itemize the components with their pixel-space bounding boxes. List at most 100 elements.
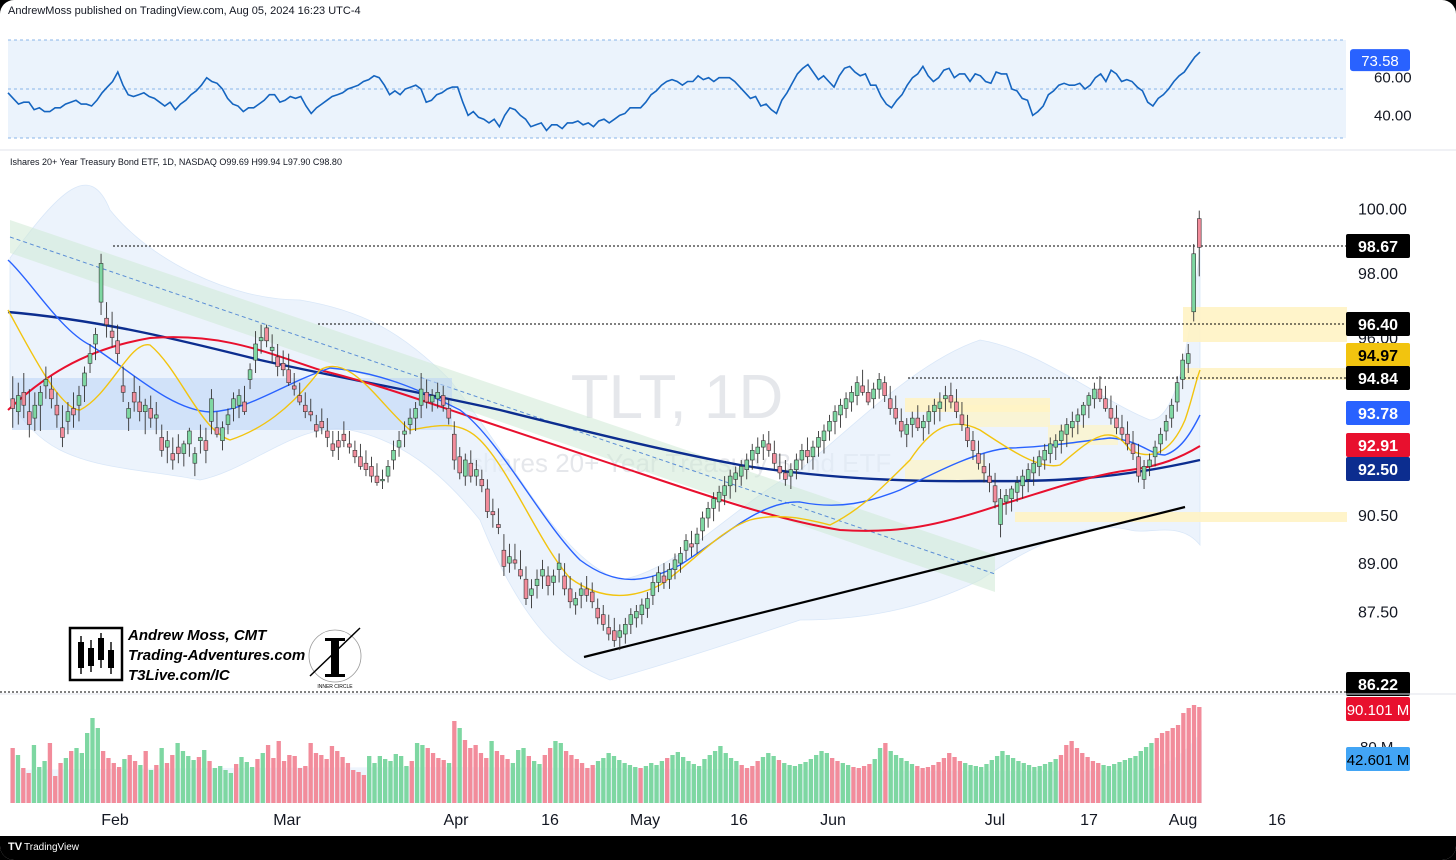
volume-bar <box>324 759 329 803</box>
volume-bar <box>377 756 382 803</box>
volume-bar <box>106 758 111 803</box>
candle-body <box>1180 359 1185 380</box>
candle-body <box>385 466 391 477</box>
candle-body <box>661 575 667 583</box>
sma-50-line <box>7 336 1201 532</box>
candle-body <box>943 395 948 400</box>
volume-bar <box>718 746 723 803</box>
candle-body <box>71 408 76 416</box>
volume-bar <box>606 753 611 803</box>
volume-bar <box>85 733 90 803</box>
volume-average-area <box>10 730 1202 803</box>
volume-bar <box>947 753 952 803</box>
volume-bar <box>452 721 457 803</box>
candle-body <box>645 598 650 609</box>
candle-body <box>501 549 507 567</box>
volume-bar <box>617 760 622 803</box>
volume-bar <box>425 748 430 803</box>
volume-bar <box>1138 751 1143 803</box>
volume-bar <box>771 756 776 803</box>
volume-bar <box>31 745 37 803</box>
candle-body <box>650 582 656 596</box>
volume-bar <box>984 764 989 803</box>
candle-body <box>16 395 21 412</box>
volume-bar <box>234 764 239 803</box>
candle-body <box>1174 382 1180 403</box>
volume-bar <box>292 756 297 803</box>
volume-bar <box>351 770 356 803</box>
candle-body <box>849 392 854 403</box>
volume-bar <box>308 743 313 803</box>
candle-body <box>286 369 291 383</box>
candle-body <box>518 569 523 577</box>
candle-body <box>485 488 490 512</box>
volume-bar <box>53 776 58 803</box>
volume-bar <box>569 755 574 803</box>
volume-bar <box>473 745 478 803</box>
candle-body <box>1158 433 1163 445</box>
candle-body <box>457 456 462 474</box>
volume-bar <box>1000 751 1005 803</box>
volume-bar <box>532 761 537 803</box>
candle-body <box>540 569 545 577</box>
candle-body <box>893 408 898 419</box>
price-tag-label: 86.22 <box>1358 677 1398 694</box>
volume-bar <box>1112 764 1117 803</box>
candle-body <box>363 462 369 470</box>
candle-body <box>628 614 634 625</box>
candle-body <box>750 450 755 461</box>
tradingview-wordmark[interactable]: TradingView <box>24 842 80 853</box>
candle-body <box>308 411 313 416</box>
candle-body <box>10 398 15 409</box>
volume-bar <box>265 745 271 803</box>
volume-bar <box>500 755 505 803</box>
candle-body <box>755 446 760 454</box>
volume-bar <box>1005 755 1010 803</box>
volume-bar <box>468 748 473 803</box>
volume-bar <box>239 757 244 803</box>
volume-bar <box>79 753 84 803</box>
candle-body <box>683 540 689 551</box>
demand-zone-aug <box>1015 512 1347 522</box>
volume-bar <box>553 741 558 803</box>
downtrend-midline <box>9 236 996 575</box>
volume-bar <box>835 761 840 803</box>
volume-bar <box>787 765 792 803</box>
volume-bar <box>393 754 398 803</box>
candle-body <box>562 575 567 590</box>
candle-body <box>860 385 865 393</box>
volume-bar <box>931 765 936 803</box>
volume-bar <box>867 764 872 803</box>
author-website[interactable]: Trading-Adventures.com <box>128 647 306 664</box>
volume-bar <box>579 763 585 803</box>
candle-body <box>358 456 363 467</box>
volume-bar <box>1026 765 1032 803</box>
candle-body <box>716 491 722 503</box>
candle-body <box>468 462 474 477</box>
volume-bar <box>1159 733 1165 803</box>
volume-bar <box>170 755 175 803</box>
tradingview-logo-icon[interactable]: TV <box>8 841 23 853</box>
candle-body <box>374 475 380 483</box>
candle-body <box>435 392 440 400</box>
rsi-tick-label: 40.00 <box>1374 107 1412 124</box>
candle-body <box>391 450 396 461</box>
price-tag-resistance <box>1346 234 1410 258</box>
volume-bar <box>1064 745 1069 803</box>
volume-bar <box>803 762 808 803</box>
volume-bar <box>1058 755 1064 803</box>
rsi-line <box>7 51 1201 132</box>
author-promo[interactable]: T3Live.com/IC <box>128 667 230 684</box>
volume-bar <box>127 755 132 803</box>
candle-body <box>54 404 60 416</box>
volume-bar <box>1165 731 1170 803</box>
volume-current-tag <box>1346 697 1410 721</box>
candle-body <box>854 382 860 396</box>
candle-body <box>225 414 231 425</box>
volume-bar <box>148 770 154 803</box>
volume-bar <box>755 761 760 803</box>
candle-body <box>595 607 600 619</box>
